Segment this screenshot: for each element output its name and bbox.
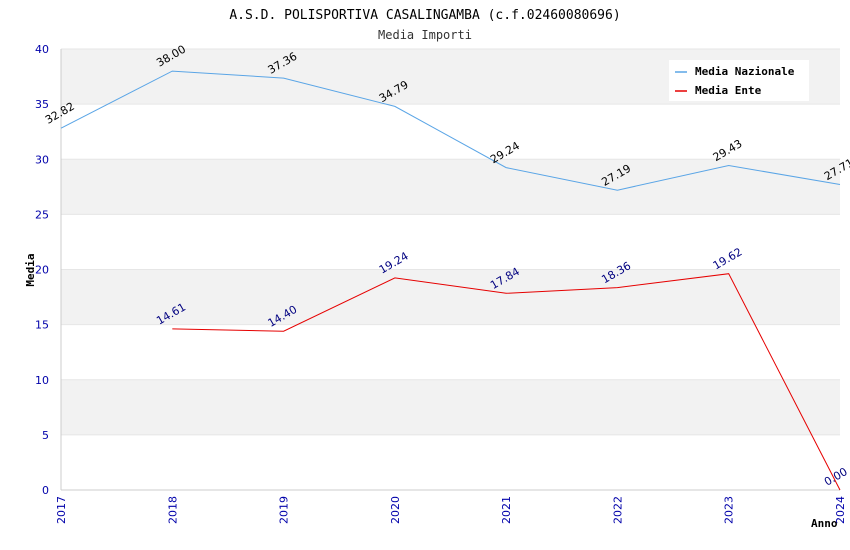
y-tick-label: 40	[35, 43, 49, 56]
y-axis-ticks: 0 5 10 15 20 25 30 35 40	[35, 43, 49, 497]
y-tick-label: 5	[42, 429, 49, 442]
x-tick-label: 2018	[166, 496, 179, 524]
x-tick-label: 2019	[278, 496, 291, 524]
y-tick-label: 35	[35, 98, 49, 111]
y-tick-label: 25	[35, 208, 49, 221]
grid-band	[61, 104, 840, 160]
x-axis-label: Anno	[811, 517, 838, 530]
y-axis-label: Media	[24, 253, 37, 286]
grid-bands	[61, 48, 840, 491]
grid-band	[61, 324, 840, 380]
x-axis-ticks: 2017 2018 2019 2020 2021 2022 2023 2024	[55, 496, 847, 524]
series-line-1	[172, 273, 841, 491]
chart-subtitle: Media Importi	[378, 28, 472, 42]
grid-band	[61, 434, 840, 490]
y-tick-label: 0	[42, 484, 49, 497]
grid-band	[61, 159, 840, 215]
x-tick-label: 2024	[834, 496, 847, 524]
x-tick-label: 2017	[55, 496, 68, 524]
grid-band	[61, 379, 840, 435]
x-tick-label: 2020	[389, 496, 402, 524]
legend-box	[669, 60, 809, 101]
chart-title: A.S.D. POLISPORTIVA CASALINGAMBA (c.f.02…	[229, 8, 620, 23]
series-layer	[60, 70, 841, 491]
grid-band	[61, 214, 840, 270]
x-tick-label: 2023	[723, 496, 736, 524]
legend-label-nazionale: Media Nazionale	[695, 65, 795, 78]
legend: Media Nazionale Media Ente	[669, 60, 809, 101]
x-tick-label: 2022	[611, 496, 624, 524]
y-tick-label: 30	[35, 153, 49, 166]
grid-band	[61, 269, 840, 325]
legend-label-ente: Media Ente	[695, 84, 762, 97]
y-tick-label: 20	[35, 264, 49, 277]
y-tick-label: 15	[35, 319, 49, 332]
y-tick-label: 10	[35, 374, 49, 387]
x-tick-label: 2021	[500, 496, 513, 524]
series-line-0	[60, 70, 841, 191]
